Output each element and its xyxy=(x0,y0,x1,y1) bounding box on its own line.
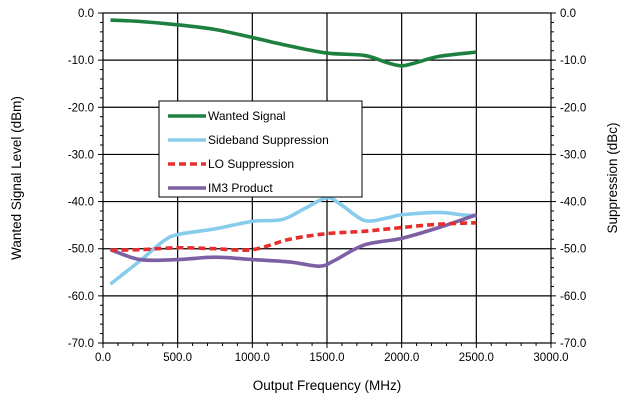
y-axis-title-right: Suppression (dBc) xyxy=(605,122,620,233)
series-line-im3-product xyxy=(109,213,477,268)
y-left-tick-label: -50.0 xyxy=(68,244,94,256)
x-tick-label: 500.0 xyxy=(163,352,192,364)
legend-label-wanted-signal: Wanted Signal xyxy=(208,109,286,123)
y-axis-title-left: Wanted Signal Level (dBm) xyxy=(9,96,24,260)
axis-ticks xyxy=(98,12,556,348)
y-right-tick-label: -40.0 xyxy=(560,197,586,209)
series-line-wanted-signal xyxy=(110,18,477,68)
legend-label-im3-product: IM3 Product xyxy=(208,181,273,195)
x-tick-label: 0.0 xyxy=(95,352,111,364)
y-right-tick-label: -10.0 xyxy=(560,55,586,67)
x-axis-title: Output Frequency (MHz) xyxy=(253,378,402,393)
y-left-tick-label: -40.0 xyxy=(68,197,94,209)
y-right-tick-label: -70.0 xyxy=(560,338,586,350)
y-left-tick-label: -60.0 xyxy=(68,291,94,303)
y-right-tick-label: -20.0 xyxy=(560,102,586,114)
y-left-tick-label: -30.0 xyxy=(68,149,94,161)
y-left-tick-label: 0.0 xyxy=(78,8,94,20)
x-tick-label: 3000.0 xyxy=(533,352,568,364)
legend-label-lo-suppression: LO Suppression xyxy=(208,157,294,171)
plot-series xyxy=(109,18,477,286)
y-left-tick-label: -10.0 xyxy=(68,55,94,67)
legend: Wanted Signal Sideband Suppression LO Supp… xyxy=(158,100,363,198)
x-tick-label: 1000.0 xyxy=(235,352,270,364)
legend-label-sideband-suppression: Sideband Suppression xyxy=(208,133,329,147)
y-left-tick-label: -70.0 xyxy=(68,338,94,350)
series-line-lo-suppression xyxy=(110,220,477,253)
y-right-tick-label: 0.0 xyxy=(560,8,576,20)
x-tick-label: 2000.0 xyxy=(384,352,419,364)
y-left-tick-label: -20.0 xyxy=(68,102,94,114)
series-line-sideband-suppression xyxy=(109,195,477,286)
tick-labels: 0.0 500.0 1000.0 1500.0 2000.0 2500.0 3000.0 0.… xyxy=(68,8,586,364)
x-tick-label: 2500.0 xyxy=(459,352,494,364)
y-right-tick-label: -50.0 xyxy=(560,244,586,256)
y-right-tick-label: -30.0 xyxy=(560,149,586,161)
y-right-tick-label: -60.0 xyxy=(560,291,586,303)
x-tick-label: 1500.0 xyxy=(309,352,344,364)
